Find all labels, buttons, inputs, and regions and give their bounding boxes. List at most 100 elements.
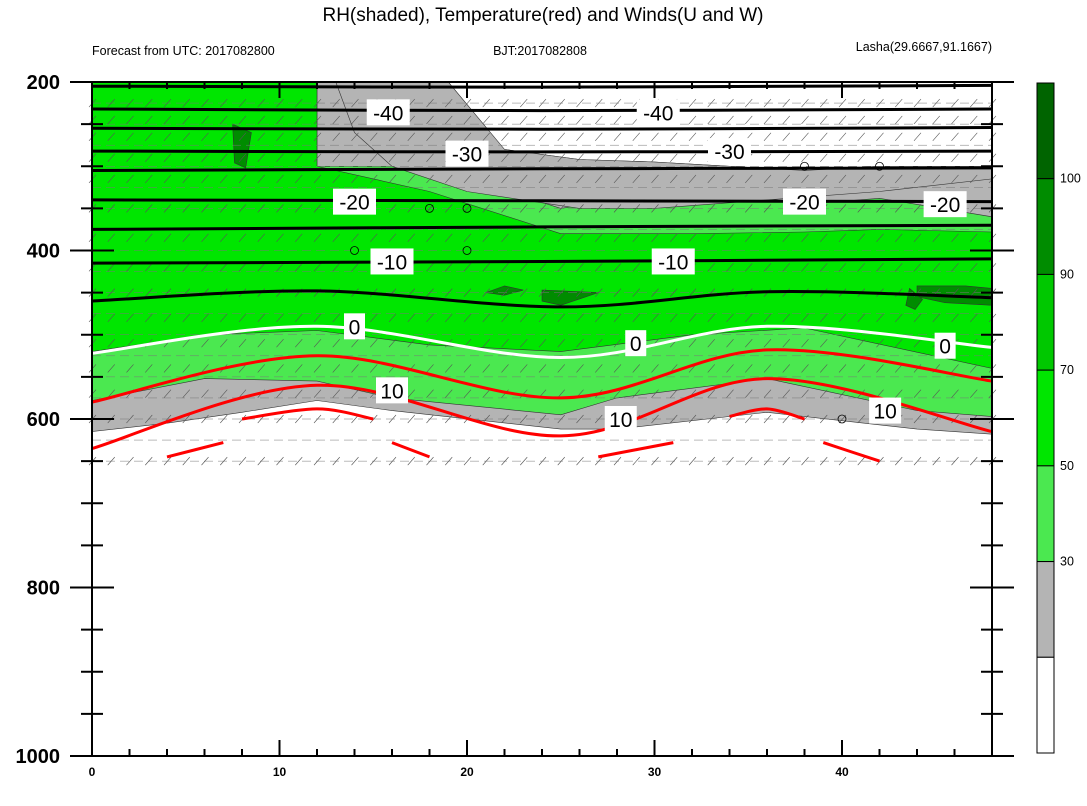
wind-barb bbox=[838, 389, 847, 398]
wind-barb bbox=[332, 98, 340, 108]
wind-barb bbox=[201, 313, 209, 323]
wind-barb bbox=[726, 204, 734, 213]
wind-barb bbox=[557, 204, 565, 213]
wind-barb bbox=[632, 153, 640, 163]
wind-barb bbox=[295, 364, 303, 373]
wind-barb bbox=[970, 313, 978, 323]
wind-barb bbox=[557, 115, 565, 125]
wind-barb bbox=[670, 174, 678, 184]
wind-barb bbox=[651, 174, 659, 184]
wind-barb bbox=[895, 98, 903, 108]
wind-barb bbox=[820, 153, 828, 163]
wind-barb bbox=[763, 364, 772, 373]
colorbar-label: 90 bbox=[1060, 267, 1074, 281]
contour-label-text: -10 bbox=[658, 251, 688, 274]
wind-barb bbox=[370, 364, 378, 373]
wind-barb bbox=[445, 115, 453, 125]
wind-barb bbox=[145, 364, 153, 373]
wind-barb bbox=[126, 338, 134, 348]
wind-barb bbox=[970, 456, 978, 466]
wind-barb bbox=[951, 98, 959, 108]
wind-barb bbox=[182, 153, 190, 163]
wind-barb bbox=[913, 263, 922, 272]
wind-barb bbox=[501, 263, 509, 272]
contour-label-text: 10 bbox=[609, 409, 632, 432]
wind-barb bbox=[520, 115, 528, 125]
x-tick-label: 20 bbox=[460, 765, 474, 779]
wind-barb bbox=[163, 364, 172, 373]
wind-barb bbox=[726, 98, 734, 108]
wind-barb bbox=[613, 456, 622, 466]
contour-label-box bbox=[366, 99, 410, 126]
wind-barb bbox=[463, 132, 472, 141]
wind-barb bbox=[220, 263, 228, 272]
wind-barb bbox=[276, 204, 284, 213]
wind-barb bbox=[857, 98, 865, 108]
wind-barb bbox=[613, 115, 622, 125]
wind-barb bbox=[482, 204, 490, 213]
rh-region bbox=[485, 285, 524, 296]
wind-barb bbox=[426, 115, 434, 125]
wind-barb bbox=[670, 233, 678, 243]
wind-barb bbox=[707, 204, 715, 213]
wind-barb bbox=[107, 98, 115, 108]
wind-barb bbox=[126, 263, 134, 272]
wind-barb bbox=[857, 456, 865, 466]
wind-barb bbox=[538, 313, 547, 323]
wind-barb bbox=[838, 174, 847, 184]
wind-barb bbox=[538, 263, 547, 272]
wind-barb bbox=[613, 233, 622, 243]
calm-wind-marker bbox=[800, 161, 809, 171]
wind-barb bbox=[501, 115, 509, 125]
wind-barb bbox=[595, 263, 603, 272]
wind-barb bbox=[951, 115, 959, 125]
wind-barb bbox=[688, 132, 697, 141]
wind-barb bbox=[126, 132, 134, 141]
wind-barb bbox=[145, 313, 153, 323]
wind-barb bbox=[407, 456, 415, 466]
wind-barb bbox=[820, 414, 828, 424]
wind-barb bbox=[538, 364, 547, 373]
wind-barb bbox=[145, 263, 153, 272]
wind-barb bbox=[782, 132, 790, 141]
wind-barb bbox=[220, 98, 228, 108]
wind-barb bbox=[126, 456, 134, 466]
wind-barb bbox=[351, 233, 359, 243]
wind-barb bbox=[482, 389, 490, 398]
wind-barb bbox=[201, 389, 209, 398]
contour-label-box bbox=[344, 313, 365, 340]
wind-barb bbox=[557, 132, 565, 141]
wind-barb bbox=[745, 338, 753, 348]
wind-barb bbox=[820, 389, 828, 398]
wind-barb bbox=[351, 263, 359, 272]
wind-barb bbox=[463, 456, 472, 466]
wind-barb bbox=[182, 338, 190, 348]
wind-barb bbox=[182, 233, 190, 243]
wind-barb bbox=[707, 233, 715, 243]
wind-barb bbox=[670, 132, 678, 141]
wind-barb bbox=[220, 204, 228, 213]
wind-barb bbox=[951, 414, 959, 424]
wind-barb bbox=[763, 174, 772, 184]
wind-barb bbox=[651, 389, 659, 398]
contour-label-text: 10 bbox=[380, 380, 403, 403]
colorbar-segment bbox=[1036, 656, 1055, 754]
wind-barb bbox=[651, 132, 659, 141]
wind-barb bbox=[501, 456, 509, 466]
wind-barb bbox=[763, 204, 772, 213]
wind-barb bbox=[595, 132, 603, 141]
wind-barb bbox=[163, 204, 172, 213]
wind-barb bbox=[126, 174, 134, 184]
wind-barb bbox=[332, 364, 340, 373]
wind-barb bbox=[332, 263, 340, 272]
wind-barb bbox=[688, 174, 697, 184]
wind-barb bbox=[295, 115, 303, 125]
y-tick-label: 200 bbox=[27, 72, 60, 94]
wind-barb bbox=[707, 313, 715, 323]
wind-barb bbox=[632, 132, 640, 141]
wind-barb bbox=[313, 204, 322, 213]
wind-barb bbox=[220, 338, 228, 348]
wind-barb bbox=[388, 233, 397, 243]
wind-barb bbox=[220, 115, 228, 125]
wind-barb bbox=[782, 233, 790, 243]
